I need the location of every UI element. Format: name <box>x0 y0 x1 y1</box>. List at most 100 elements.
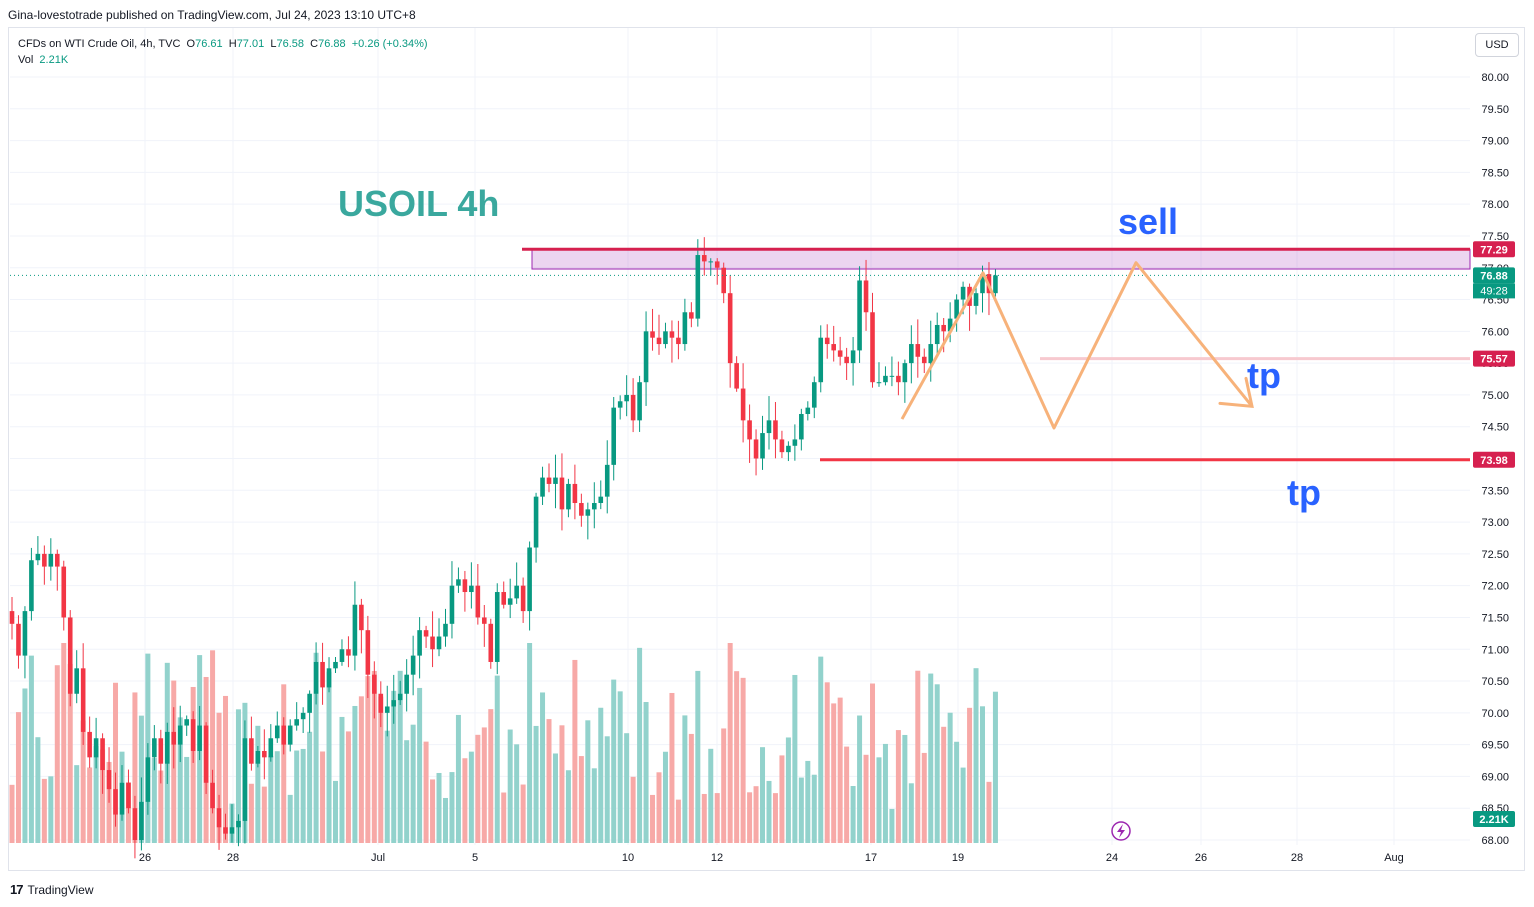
candle-body <box>941 324 946 332</box>
volume-bar <box>863 754 869 843</box>
candle-body <box>372 674 377 694</box>
candle-body <box>333 661 338 669</box>
price-tick: 79.00 <box>1481 136 1509 148</box>
candle-body <box>287 725 293 745</box>
volume-bar <box>805 760 811 843</box>
volume-bar <box>35 737 41 843</box>
volume-bar <box>93 745 99 843</box>
volume-bar <box>358 696 364 843</box>
volume-bar <box>546 719 552 843</box>
price-tick: 76.00 <box>1481 326 1509 338</box>
candle-body <box>546 477 552 484</box>
candle-body <box>113 789 118 815</box>
price-tick: 78.50 <box>1481 167 1509 179</box>
candle-body <box>268 738 274 758</box>
volume-bar <box>417 687 423 843</box>
volume-bar <box>921 752 927 843</box>
candle-body <box>423 630 429 637</box>
candle-body <box>766 420 772 434</box>
symbol-name: CFDs on WTI Crude Oil, 4h, TVC <box>18 38 181 50</box>
volume-bar <box>274 751 280 843</box>
candle-body <box>889 375 895 377</box>
candle-body <box>9 611 15 624</box>
volume-bar <box>74 765 80 843</box>
candle-body <box>61 566 67 618</box>
open-label: O <box>186 38 196 50</box>
candle-body <box>236 820 241 828</box>
candle-body <box>158 738 164 764</box>
volume-bar <box>468 751 474 843</box>
candle-body <box>74 668 79 694</box>
volume-bar <box>850 786 856 843</box>
volume-bar <box>688 733 694 843</box>
volume-bar <box>611 679 617 843</box>
price-tick: 70.50 <box>1481 676 1509 688</box>
candle-body <box>656 337 662 345</box>
candle-body <box>469 585 474 593</box>
candle-body <box>533 496 539 548</box>
resistance-zone <box>531 248 1471 270</box>
candle-body <box>184 719 189 726</box>
resistance-price-label: 77.29 <box>1480 244 1508 256</box>
volume-bar <box>695 670 701 843</box>
volume-bar <box>475 734 481 843</box>
price-tick: 79.50 <box>1481 104 1509 116</box>
volume-bar <box>960 767 966 843</box>
candle-body <box>520 585 526 612</box>
candle-body <box>928 344 934 364</box>
candle-body <box>747 420 752 440</box>
zigzag-arrowhead <box>1218 376 1254 409</box>
sell-annotation: sell <box>1118 201 1178 242</box>
volume-bar <box>326 671 332 843</box>
volume-bar <box>365 676 371 843</box>
candle-body <box>242 738 248 821</box>
countdown-bg <box>1473 283 1515 299</box>
candle-body <box>294 719 299 726</box>
candle-body <box>22 611 28 656</box>
zigzag-path <box>900 261 1254 430</box>
candle-body <box>417 630 422 656</box>
volume-bar <box>598 707 604 843</box>
volume-bar <box>779 755 785 843</box>
volume-bar <box>895 730 901 843</box>
countdown-label: 49:28 <box>1480 285 1508 297</box>
volume-bar <box>708 748 714 843</box>
volume-bar <box>436 772 442 843</box>
candle-body <box>799 413 804 440</box>
volume-bar <box>941 726 947 843</box>
volume-bar <box>928 673 934 843</box>
candle-body <box>585 509 591 516</box>
chart-title-annotation: USOIL 4h <box>338 183 499 224</box>
volume-bar <box>9 784 15 843</box>
candle-body <box>559 477 565 510</box>
candle-body <box>42 553 47 567</box>
candle-body <box>818 337 824 383</box>
symbol-legend: CFDs on WTI Crude Oil, 4h, TVC O76.61 H7… <box>18 36 428 68</box>
volume-bar <box>714 793 720 843</box>
volume-bar <box>248 783 254 843</box>
candle-body <box>346 649 351 656</box>
volume-bar <box>682 715 688 843</box>
volume-bar <box>22 688 28 843</box>
candle-body <box>831 344 836 351</box>
tp1-annotation: tp <box>1247 355 1281 396</box>
lightning-icon-glyph <box>1117 824 1125 838</box>
currency-button[interactable]: USD <box>1475 33 1519 57</box>
candle-body <box>352 604 358 656</box>
candle-body <box>857 280 862 351</box>
price-tick: 73.00 <box>1481 517 1509 529</box>
footer-brand: 17 TradingView <box>10 882 94 897</box>
volume-bar <box>630 776 636 843</box>
candle-body <box>915 344 921 357</box>
volume-bar <box>552 753 558 843</box>
volume-bar <box>61 643 67 843</box>
volume-bar <box>100 749 106 843</box>
volume-bar <box>701 793 707 843</box>
candle-body <box>80 668 86 732</box>
volume-bar <box>624 733 630 843</box>
volume-bar <box>785 737 791 843</box>
time-tick: 28 <box>227 852 239 864</box>
volume-bar <box>190 686 196 843</box>
time-tick: 28 <box>1291 852 1303 864</box>
